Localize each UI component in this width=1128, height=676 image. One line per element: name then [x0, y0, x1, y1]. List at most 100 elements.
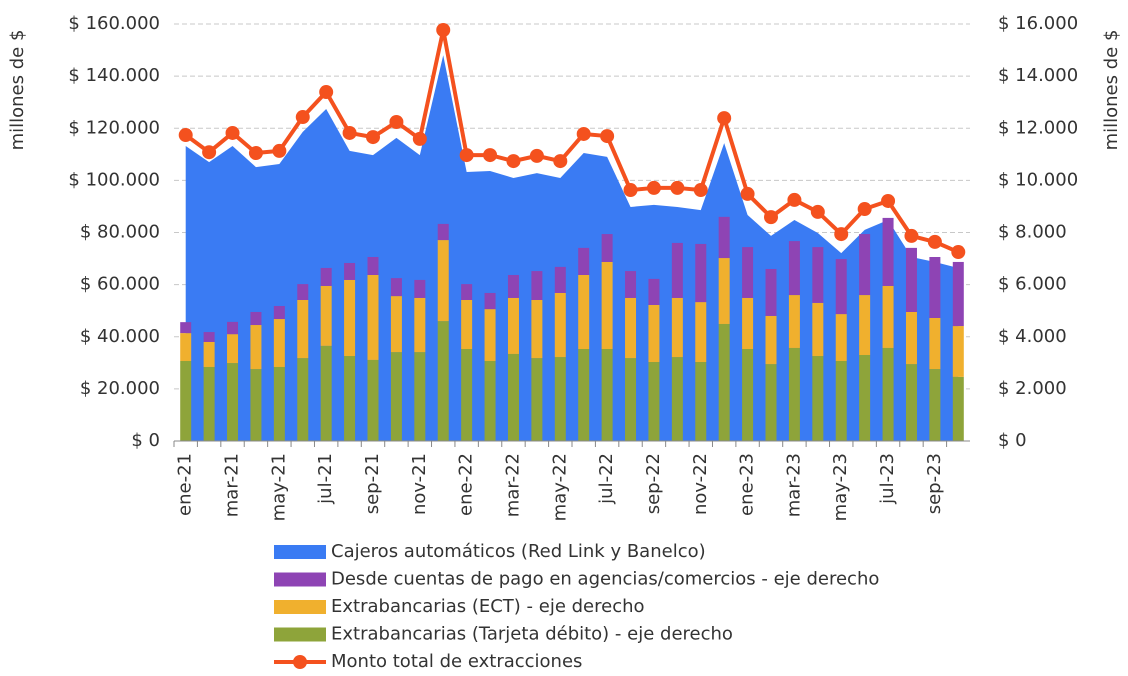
- bar: [835, 360, 847, 441]
- bar: [507, 297, 519, 354]
- line-point: [553, 154, 568, 169]
- x-tick-label: ene-22: [456, 453, 477, 516]
- bar: [835, 259, 847, 315]
- bar: [531, 300, 543, 359]
- bar: [180, 360, 192, 441]
- legend-swatch: [274, 600, 326, 614]
- bar: [648, 304, 660, 363]
- line-point: [600, 129, 615, 144]
- bar: [718, 258, 730, 324]
- y-tick-label: $ 80.000: [80, 222, 160, 243]
- bar: [788, 295, 800, 348]
- x-tick-label: may-21: [268, 453, 289, 521]
- line-point: [225, 125, 240, 140]
- bar: [952, 261, 964, 327]
- bar: [414, 352, 426, 441]
- line-point: [927, 234, 942, 249]
- bar: [835, 314, 847, 361]
- bar: [531, 271, 543, 301]
- x-tick-label: may-22: [549, 453, 570, 521]
- bar: [273, 305, 285, 320]
- bar: [578, 274, 590, 349]
- line-point: [529, 148, 544, 163]
- y-tick-label: $ 40.000: [80, 326, 160, 347]
- y-tick-label: $ 60.000: [80, 274, 160, 295]
- bar: [905, 311, 917, 365]
- x-tick-label: jul-21: [315, 453, 336, 505]
- legend-label: Desde cuentas de pago en agencias/comerc…: [331, 569, 879, 590]
- bar: [437, 321, 449, 441]
- bar: [882, 347, 894, 441]
- bar: [905, 364, 917, 441]
- bar: [203, 341, 215, 367]
- bar: [344, 279, 356, 357]
- line-point: [272, 143, 287, 158]
- bar: [859, 295, 871, 355]
- bar: [742, 297, 754, 349]
- bar: [718, 323, 730, 441]
- bar: [742, 247, 754, 298]
- bar: [765, 268, 777, 316]
- line-point: [717, 111, 732, 126]
- bar: [882, 285, 894, 348]
- bar: [320, 285, 332, 346]
- y-tick-label: $ 20.000: [80, 378, 160, 399]
- x-tick-label: sep-21: [362, 453, 383, 514]
- line-point: [693, 183, 708, 198]
- bar: [554, 292, 566, 358]
- bar: [648, 362, 660, 441]
- bar: [742, 348, 754, 441]
- x-tick-label: mar-22: [502, 453, 523, 517]
- x-tick-label: nov-21: [409, 453, 430, 515]
- x-tick-label: mar-21: [222, 453, 243, 517]
- bar: [320, 345, 332, 441]
- line-point: [881, 193, 896, 208]
- line-point: [248, 146, 263, 161]
- bar: [250, 369, 262, 441]
- bar: [812, 302, 824, 357]
- bar: [484, 292, 496, 310]
- legend-label: Cajeros automáticos (Red Link y Banelco): [331, 541, 706, 562]
- bar: [344, 262, 356, 280]
- y-tick-label: $ 0: [131, 430, 160, 451]
- y2-tick-label: $ 16.000: [998, 13, 1078, 34]
- bar: [461, 348, 473, 441]
- bar: [578, 348, 590, 441]
- bar: [812, 247, 824, 303]
- line-point: [412, 131, 427, 146]
- bar: [765, 315, 777, 365]
- bar: [952, 376, 964, 441]
- bar: [929, 369, 941, 441]
- y2-tick-label: $ 6.000: [998, 274, 1067, 295]
- line-point: [436, 22, 451, 37]
- bar: [180, 333, 192, 361]
- bar: [695, 302, 707, 363]
- bar: [882, 217, 894, 286]
- legend-label: Extrabancarias (ECT) - eje derecho: [331, 596, 645, 617]
- line-point: [646, 180, 661, 195]
- bar: [250, 311, 262, 326]
- y-tick-label: $ 100.000: [68, 169, 160, 190]
- bar: [601, 261, 613, 349]
- line-point: [483, 148, 498, 163]
- bar: [484, 309, 496, 361]
- y2-tick-label: $ 8.000: [998, 222, 1067, 243]
- bar: [554, 266, 566, 293]
- bar: [671, 242, 683, 298]
- x-tick-label: ene-21: [175, 453, 196, 516]
- legend-swatch: [274, 572, 326, 587]
- bar: [297, 300, 309, 359]
- line-point: [389, 114, 404, 129]
- line-point: [319, 85, 334, 100]
- line: [184, 27, 960, 254]
- y2-tick-label: $ 2.000: [998, 378, 1067, 399]
- bar: [390, 278, 402, 297]
- bar: [203, 366, 215, 441]
- line-point: [202, 145, 217, 160]
- line-point: [951, 245, 966, 260]
- bar: [461, 300, 473, 349]
- line-point: [857, 202, 872, 217]
- x-tick-label: sep-23: [924, 453, 945, 514]
- bar: [461, 284, 473, 301]
- bar: [297, 358, 309, 441]
